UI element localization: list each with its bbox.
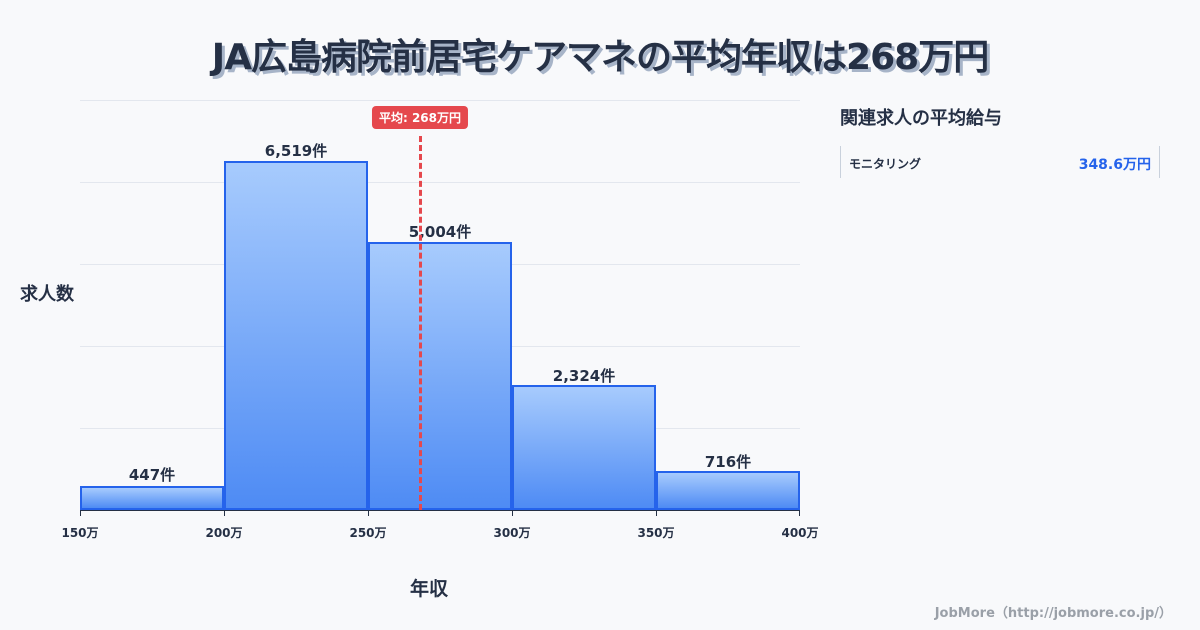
x-tick-label: 150万 <box>61 526 99 540</box>
x-axis-label: 年収 <box>410 578 449 600</box>
bar-300-350 <box>512 385 656 510</box>
related-jobs-title: 関連求人の平均給与 <box>840 108 1002 129</box>
x-tick-label: 400万 <box>781 526 819 540</box>
x-tick-label: 300万 <box>493 526 531 540</box>
bar-value-label: 2,324件 <box>552 367 616 385</box>
gridline <box>80 182 800 183</box>
x-tick <box>224 510 225 516</box>
gridline <box>80 100 800 101</box>
bar-350-400 <box>656 471 800 510</box>
x-tick <box>512 510 513 516</box>
x-tick-label: 200万 <box>205 526 243 540</box>
bar-value-label: 447件 <box>128 466 176 484</box>
x-tick <box>80 510 81 516</box>
bar-150-200 <box>80 486 224 510</box>
histogram-plot: 447件 6,519件 5,004件 2,324件 716件 平均: 268万円 <box>80 100 800 516</box>
related-job-name: モニタリング <box>849 157 922 171</box>
x-tick <box>656 510 657 516</box>
bar-value-label: 6,519件 <box>264 142 328 160</box>
average-line <box>419 136 422 510</box>
x-tick-label: 250万 <box>349 526 387 540</box>
bar-value-label: 716件 <box>704 453 752 471</box>
x-tick-label: 350万 <box>637 526 675 540</box>
bar-250-300 <box>368 242 512 510</box>
average-badge: 平均: 268万円 <box>371 106 469 129</box>
related-job-item[interactable]: モニタリング 348.6万円 <box>840 146 1160 178</box>
x-tick <box>799 510 800 516</box>
related-job-salary: 348.6万円 <box>1078 157 1151 173</box>
y-axis-label: 求人数 <box>20 284 74 305</box>
bar-value-label: 5,004件 <box>408 223 472 241</box>
chart-title: JA広島病院前居宅ケアマネの平均年収は268万円 <box>211 37 989 78</box>
x-tick <box>368 510 369 516</box>
footer-credit: JobMore（http://jobmore.co.jp/） <box>934 606 1172 621</box>
bar-200-250 <box>224 161 368 510</box>
x-axis-line <box>80 510 800 511</box>
